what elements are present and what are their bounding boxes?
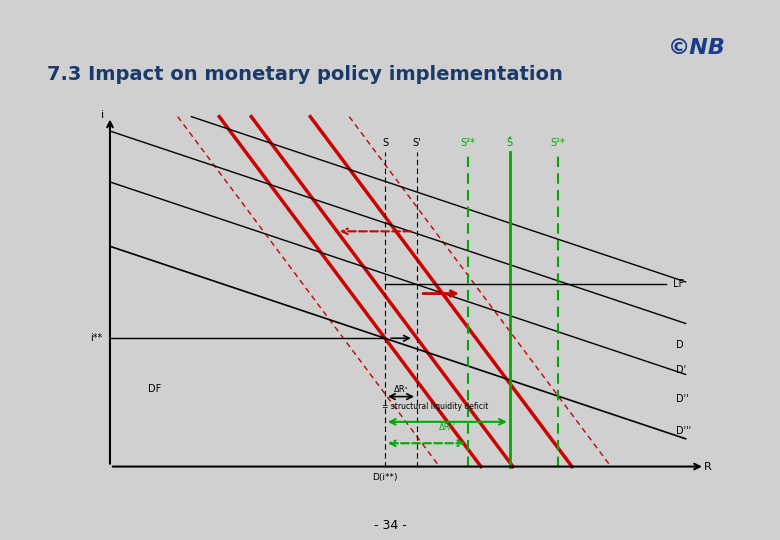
Text: S²*: S²* (551, 138, 565, 148)
Text: - 34 -: - 34 - (374, 519, 406, 532)
Text: i: i (101, 110, 104, 120)
Text: 7.3 Impact on monetary policy implementation: 7.3 Impact on monetary policy implementa… (47, 65, 562, 84)
Text: S: S (382, 138, 388, 148)
Text: S²*: S²* (461, 138, 476, 148)
Text: D''': D''' (676, 426, 691, 436)
Text: D: D (676, 340, 683, 350)
Text: DF: DF (148, 384, 161, 394)
Text: ©NB: ©NB (668, 38, 725, 58)
Text: ΔRˢ': ΔRˢ' (439, 423, 456, 433)
Text: D(i**): D(i**) (372, 473, 398, 482)
Text: D'': D'' (676, 394, 689, 404)
Text: LF: LF (673, 279, 684, 289)
Text: i**: i** (90, 333, 102, 343)
Text: = structural liquidity deficit: = structural liquidity deficit (381, 402, 488, 411)
Text: ΔRˢ: ΔRˢ (394, 385, 409, 394)
Text: D': D' (676, 365, 686, 375)
Text: Ś̂: Ś̂ (507, 138, 512, 148)
Text: R: R (704, 462, 712, 471)
Text: S': S' (413, 138, 421, 148)
